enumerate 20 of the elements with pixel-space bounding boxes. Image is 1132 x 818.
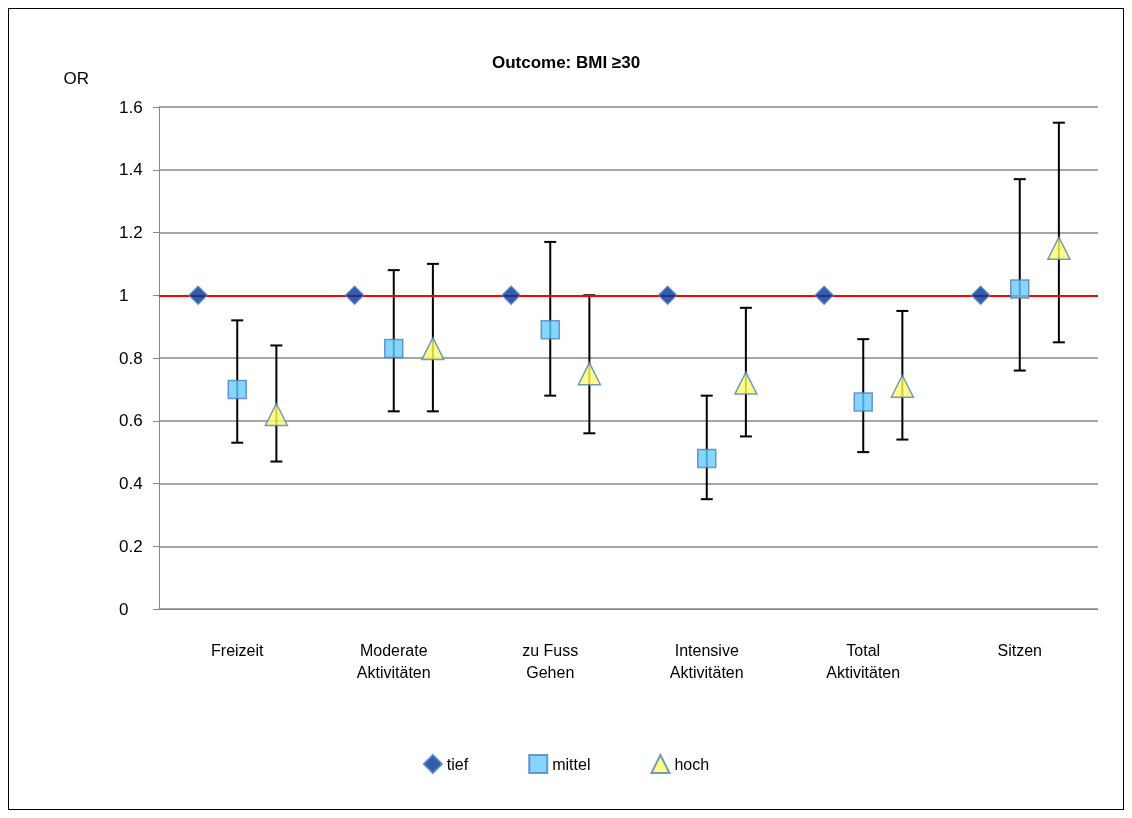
y-tick-label: 0.2 (119, 536, 143, 556)
x-tick-label: Sitzen (997, 641, 1042, 659)
y-tick-label: 1.4 (119, 160, 143, 180)
y-tick-label: 0.4 (119, 474, 143, 493)
legend-label: mittel (552, 755, 591, 773)
x-tick-label: Moderate Aktivitäten (356, 641, 431, 681)
chart-title: Outcome: BMI ≥30 (491, 53, 641, 72)
y-tick-label: 0.6 (119, 411, 143, 431)
y-axis-title: OR (63, 69, 89, 88)
x-tick-label: zu Fuss Gehen (522, 641, 579, 681)
y-tick-label: 0.8 (119, 348, 143, 368)
y-tick-label: 0 (119, 599, 129, 619)
y-tick-label: 1.6 (119, 97, 143, 117)
y-tick-label: 1 (119, 285, 129, 305)
y-tick-label: 1.2 (119, 223, 143, 242)
x-tick-label: Total Aktivitäten (826, 641, 901, 681)
x-tick-label: Freizeit (211, 641, 265, 659)
legend-label: hoch (674, 755, 710, 773)
legend-label: tief (446, 755, 469, 773)
x-tick-label: Intensive Aktivitäten (669, 641, 744, 681)
